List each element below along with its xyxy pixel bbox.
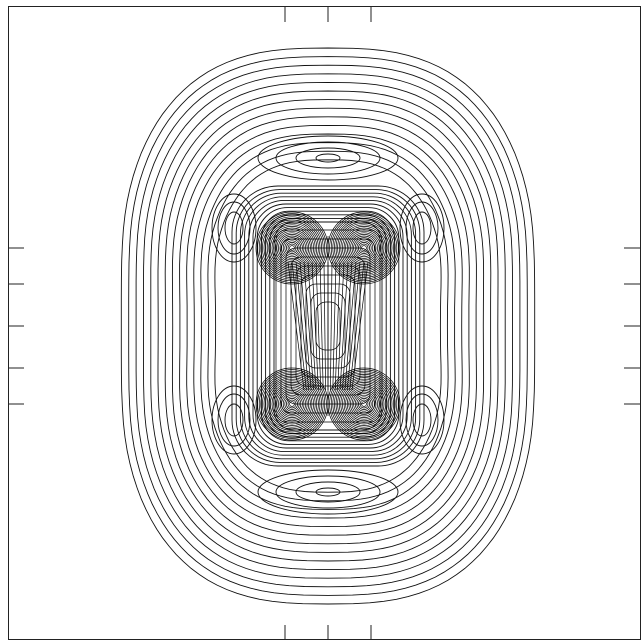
core-hatch — [291, 261, 307, 391]
inner-contour — [231, 185, 425, 467]
outer-contour — [150, 81, 506, 571]
core-hatch — [311, 261, 319, 391]
outer-contour — [171, 107, 485, 545]
core-hatch — [295, 261, 310, 391]
side-minimum-contour — [412, 403, 432, 437]
right-ticks — [624, 247, 640, 405]
core-hatch — [299, 261, 312, 391]
top-ticks — [284, 7, 372, 22]
outer-contour — [143, 73, 513, 579]
core-hatch — [330, 261, 333, 391]
outer-contour — [207, 150, 449, 502]
outer-contour — [179, 116, 477, 536]
core-hatch — [349, 261, 365, 391]
core-hatch — [339, 261, 349, 391]
axis-minimum-contour — [295, 481, 361, 503]
inner-contour — [235, 189, 421, 463]
core-hatch — [351, 261, 369, 391]
core-hatch — [346, 261, 361, 391]
side-minimum — [211, 385, 257, 455]
outer-contour — [135, 64, 521, 588]
axis-minimum-contour — [257, 135, 399, 181]
side-minimum-contour — [224, 211, 244, 245]
bottom-ticks — [284, 625, 372, 640]
core-hatch — [315, 261, 322, 391]
inner-contour — [269, 217, 387, 435]
inner-contour — [273, 221, 383, 431]
inner-contour — [248, 199, 408, 453]
plot-frame — [8, 6, 641, 640]
axis-minimum-contour — [275, 141, 381, 175]
side-minimum — [399, 193, 445, 263]
core-region — [275, 229, 381, 423]
side-minimum-contour — [217, 393, 251, 447]
core-hatch — [337, 261, 345, 391]
inner-contour — [252, 203, 404, 449]
axis-minima-set — [257, 135, 399, 515]
side-minimum-contour — [399, 193, 445, 263]
core-hatch — [319, 261, 324, 391]
outer-contour — [128, 56, 528, 596]
outer-contour — [120, 47, 536, 605]
outer-contour — [164, 99, 492, 553]
core-hatch — [344, 261, 357, 391]
core-hatch — [307, 261, 317, 391]
core-hatch — [323, 261, 326, 391]
axis-minimum-contour — [315, 487, 341, 497]
outer-contour — [157, 90, 499, 562]
outer-contour — [186, 124, 470, 528]
axis-minimum — [257, 135, 399, 181]
side-minimum — [399, 385, 445, 455]
outer-contour — [214, 159, 442, 493]
side-minimum-contour — [405, 393, 439, 447]
axis-minimum-contour — [257, 469, 399, 515]
side-minima-set — [211, 193, 445, 455]
inner-contour — [239, 192, 417, 460]
core-contour — [275, 229, 381, 423]
side-minimum-contour — [399, 385, 445, 455]
core-hatch — [332, 261, 337, 391]
core-hatch — [342, 261, 353, 391]
side-minimum-contour — [412, 211, 432, 245]
outer-contour — [193, 133, 463, 519]
inner-contour — [260, 210, 396, 442]
left-ticks — [8, 247, 24, 405]
side-minimum-contour — [405, 201, 439, 255]
core-hatch — [334, 261, 341, 391]
outer-contour-set — [120, 47, 536, 605]
axis-minimum-contour — [315, 153, 341, 163]
core-hatch — [287, 261, 305, 391]
inner-contour — [256, 207, 400, 445]
core-hatch — [303, 261, 314, 391]
inner-contour — [244, 196, 412, 456]
side-minimum-contour — [211, 193, 257, 263]
side-minimum-contour — [211, 385, 257, 455]
side-minimum-contour — [217, 201, 251, 255]
axis-minimum — [257, 469, 399, 515]
inner-contour — [265, 214, 391, 438]
inner-contour-set — [231, 185, 425, 467]
axis-minimum-contour — [295, 147, 361, 169]
outer-contour — [200, 142, 456, 510]
side-minimum-contour — [224, 403, 244, 437]
axis-minimum-contour — [275, 475, 381, 509]
side-minimum — [211, 193, 257, 263]
